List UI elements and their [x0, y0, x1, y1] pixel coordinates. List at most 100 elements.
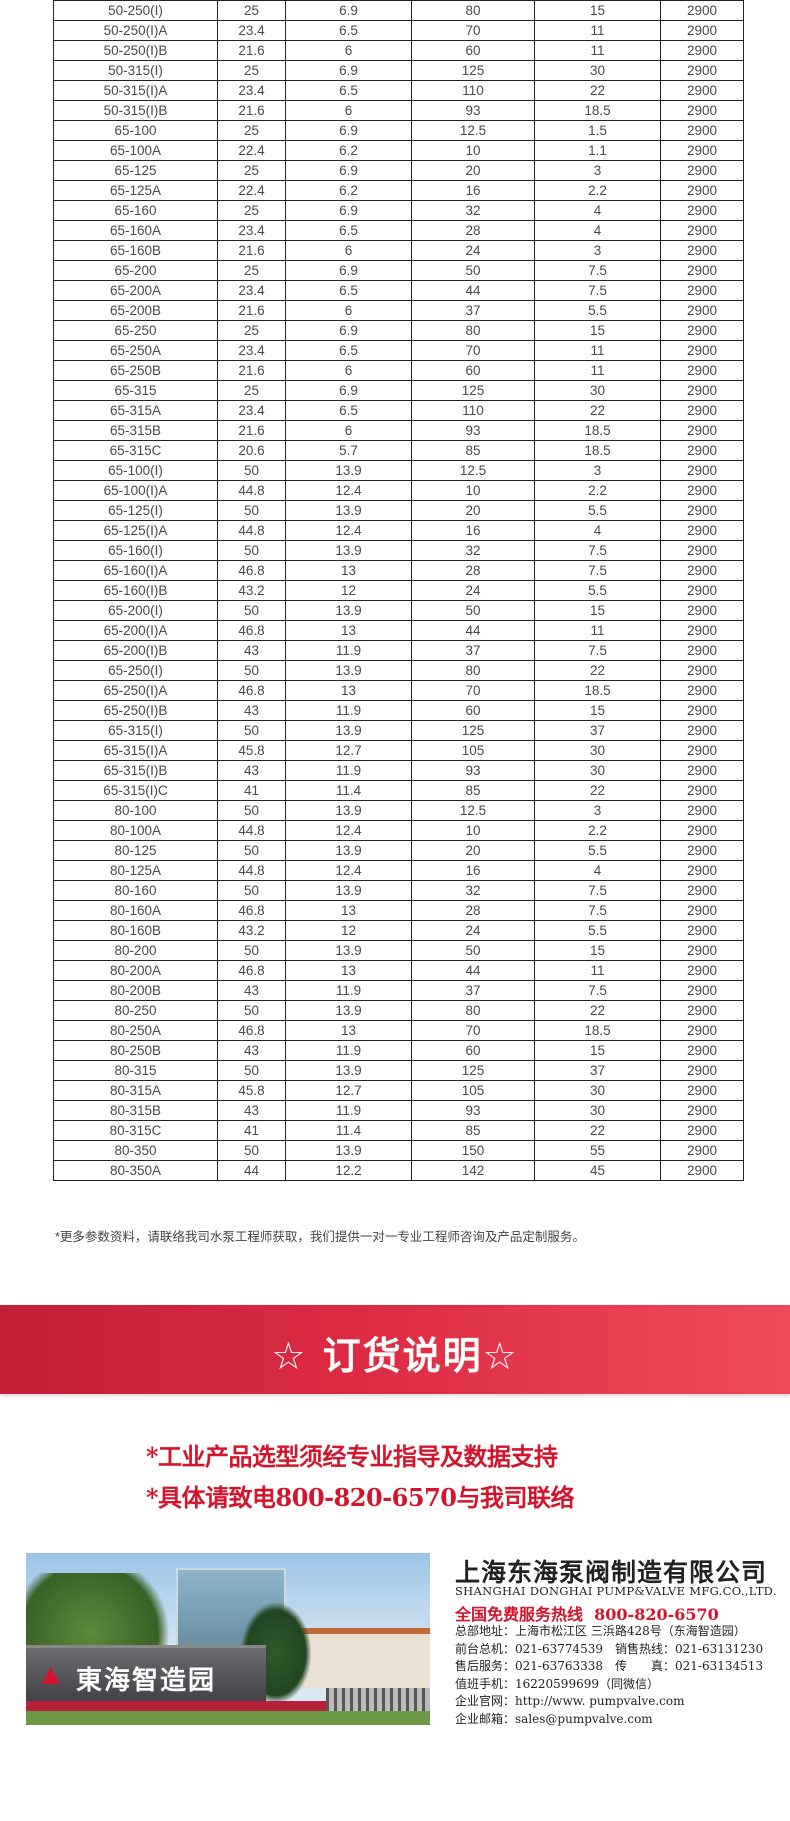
value-cell: 18.5 — [534, 100, 661, 121]
value-cell: 46.8 — [217, 900, 286, 921]
table-row: 65-315C 20.6 5.7 85 18.5 2900 — [53, 440, 744, 461]
value-cell: 18.5 — [534, 440, 661, 461]
value-cell: 21.6 — [217, 40, 286, 61]
value-cell: 22 — [534, 660, 661, 681]
company-name-cn: 上海东海泵阀制造有限公司 — [455, 1558, 768, 1587]
value-cell: 23.4 — [217, 400, 286, 421]
value-cell: 12.4 — [285, 860, 412, 881]
value-cell: 93 — [411, 100, 535, 121]
value-cell: 125 — [411, 380, 535, 401]
value-cell: 18.5 — [534, 1020, 661, 1041]
value-cell: 2900 — [660, 680, 744, 701]
value-cell: 6.5 — [285, 220, 412, 241]
value-cell: 2900 — [660, 220, 744, 241]
model-cell: 80-200B — [53, 980, 218, 1001]
order-line-2: *具体请致电800-820-6570与我司联络 — [146, 1483, 574, 1512]
value-cell: 44.8 — [217, 860, 286, 881]
value-cell: 6 — [285, 40, 412, 61]
model-cell: 65-160B — [53, 240, 218, 261]
model-cell: 80-100A — [53, 820, 218, 841]
order-notice-banner: ☆ 订货说明☆ — [0, 1305, 790, 1394]
contact-email[interactable]: 企业邮箱：sales@pumpvalve.com — [455, 1711, 653, 1726]
value-cell: 2.2 — [534, 480, 661, 501]
value-cell: 21.6 — [217, 420, 286, 441]
value-cell: 2900 — [660, 1140, 744, 1161]
model-cell: 65-160(I)B — [53, 580, 218, 601]
model-cell: 65-200B — [53, 300, 218, 321]
value-cell: 11.9 — [285, 980, 412, 1001]
value-cell: 22 — [534, 400, 661, 421]
value-cell: 12 — [285, 580, 412, 601]
value-cell: 70 — [411, 20, 535, 41]
value-cell: 21.6 — [217, 360, 286, 381]
model-cell: 80-200 — [53, 940, 218, 961]
value-cell: 60 — [411, 360, 535, 381]
value-cell: 2900 — [660, 400, 744, 421]
model-cell: 65-315A — [53, 400, 218, 421]
table-row: 65-200(I) 50 13.9 50 15 2900 — [53, 600, 744, 621]
value-cell: 25 — [217, 60, 286, 81]
value-cell: 60 — [411, 700, 535, 721]
table-row: 65-250A 23.4 6.5 70 11 2900 — [53, 340, 744, 361]
value-cell: 32 — [411, 540, 535, 561]
value-cell: 70 — [411, 340, 535, 361]
value-cell: 21.6 — [217, 100, 286, 121]
value-cell: 30 — [534, 380, 661, 401]
value-cell: 6.9 — [285, 380, 412, 401]
value-cell: 12.5 — [411, 120, 535, 141]
value-cell: 50 — [217, 940, 286, 961]
table-row: 80-350A 44 12.2 142 45 2900 — [53, 1160, 744, 1181]
value-cell: 6.2 — [285, 140, 412, 161]
value-cell: 28 — [411, 220, 535, 241]
value-cell: 11.9 — [285, 700, 412, 721]
value-cell: 11.9 — [285, 1040, 412, 1061]
value-cell: 46.8 — [217, 560, 286, 581]
value-cell: 125 — [411, 60, 535, 81]
value-cell: 1.1 — [534, 140, 661, 161]
value-cell: 15 — [534, 940, 661, 961]
value-cell: 32 — [411, 200, 535, 221]
value-cell: 37 — [411, 300, 535, 321]
company-name-en: SHANGHAI DONGHAI PUMP&VALVE MFG.CO.,LTD. — [455, 1584, 777, 1598]
table-row: 50-250(I)B 21.6 6 60 11 2900 — [53, 40, 744, 61]
value-cell: 125 — [411, 720, 535, 741]
value-cell: 12.7 — [285, 1080, 412, 1101]
value-cell: 50 — [217, 540, 286, 561]
model-cell: 80-100 — [53, 800, 218, 821]
table-row: 65-315(I)C 41 11.4 85 22 2900 — [53, 780, 744, 801]
value-cell: 80 — [411, 660, 535, 681]
table-row: 80-160A 46.8 13 28 7.5 2900 — [53, 900, 744, 921]
value-cell: 13 — [285, 560, 412, 581]
model-cell: 80-125A — [53, 860, 218, 881]
value-cell: 30 — [534, 1080, 661, 1101]
value-cell: 80 — [411, 320, 535, 341]
value-cell: 2900 — [660, 1160, 744, 1181]
value-cell: 2900 — [660, 480, 744, 501]
banner-title: ☆ 订货说明☆ — [271, 1334, 519, 1378]
value-cell: 28 — [411, 560, 535, 581]
table-row: 65-160(I)A 46.8 13 28 7.5 2900 — [53, 560, 744, 581]
value-cell: 6.9 — [285, 200, 412, 221]
value-cell: 2900 — [660, 300, 744, 321]
value-cell: 20 — [411, 500, 535, 521]
model-cell: 65-200 — [53, 260, 218, 281]
value-cell: 16 — [411, 180, 535, 201]
value-cell: 50 — [217, 1140, 286, 1161]
value-cell: 25 — [217, 160, 286, 181]
value-cell: 11 — [534, 960, 661, 981]
value-cell: 7.5 — [534, 880, 661, 901]
contact-website[interactable]: 企业官网：http://www. pumpvalve.com — [455, 1694, 685, 1709]
value-cell: 23.4 — [217, 280, 286, 301]
value-cell: 13 — [285, 680, 412, 701]
value-cell: 2900 — [660, 600, 744, 621]
contact-address: 总部地址：上海市松江区 三浜路428号（东海智造园） — [455, 1624, 746, 1638]
value-cell: 50 — [411, 260, 535, 281]
value-cell: 7.5 — [534, 980, 661, 1001]
table-row: 65-160(I)B 43.2 12 24 5.5 2900 — [53, 580, 744, 601]
hotline-number[interactable]: 800-820-6570 — [594, 1605, 719, 1624]
value-cell: 6.2 — [285, 180, 412, 201]
value-cell: 7.5 — [534, 560, 661, 581]
value-cell: 43 — [217, 1040, 286, 1061]
model-cell: 65-200A — [53, 280, 218, 301]
value-cell: 2900 — [660, 720, 744, 741]
